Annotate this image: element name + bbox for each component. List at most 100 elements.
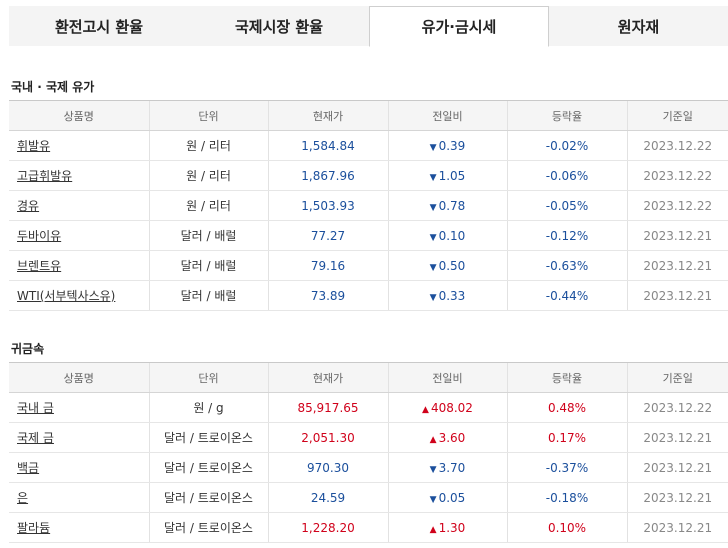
product-name-cell: 브렌트유 bbox=[9, 250, 149, 281]
product-link[interactable]: 팔라듐 bbox=[17, 521, 51, 535]
date-cell: 2023.12.21 bbox=[626, 422, 728, 453]
product-link[interactable]: 휘발유 bbox=[17, 139, 51, 153]
product-name-cell: WTI(서부텍사스유) bbox=[9, 280, 149, 311]
product-link[interactable]: 브렌트유 bbox=[17, 259, 62, 273]
date-cell: 2023.12.21 bbox=[626, 220, 728, 251]
table-row: 휘발유 원 / 리터 1,584.84 ▼ 0.39 -0.02% 2023.12.22 bbox=[9, 130, 728, 161]
rate-cell: -0.18% bbox=[506, 482, 627, 513]
unit-cell: 달러 / 트로이온스 bbox=[148, 512, 268, 543]
metal-section-title: 귀금속 bbox=[11, 342, 45, 356]
triangle-down-icon: ▼ bbox=[429, 464, 437, 475]
header-unit: 단위 bbox=[148, 362, 268, 393]
header-unit: 단위 bbox=[148, 100, 268, 131]
rate-cell: -0.44% bbox=[506, 280, 627, 311]
price-cell: 1,867.96 bbox=[267, 160, 388, 191]
change-value: 0.05 bbox=[438, 490, 466, 505]
rate-cell: -0.06% bbox=[506, 160, 627, 191]
header-price: 현재가 bbox=[267, 100, 388, 131]
product-link[interactable]: 국내 금 bbox=[17, 401, 54, 415]
triangle-down-icon: ▼ bbox=[429, 232, 437, 243]
unit-cell: 원 / g bbox=[148, 392, 268, 423]
product-link[interactable]: 은 bbox=[17, 491, 29, 505]
product-link[interactable]: 백금 bbox=[17, 461, 40, 475]
rate-cell: -0.63% bbox=[506, 250, 627, 281]
unit-cell: 달러 / 트로이온스 bbox=[148, 452, 268, 483]
header-change: 전일비 bbox=[387, 362, 507, 393]
triangle-up-icon: ▲ bbox=[422, 404, 429, 415]
rate-cell: 0.48% bbox=[506, 392, 627, 423]
product-link[interactable]: WTI(서부텍사스유) bbox=[17, 289, 116, 303]
change-cell: ▲ 3.60 bbox=[387, 422, 507, 453]
unit-cell: 원 / 리터 bbox=[148, 130, 268, 161]
change-cell: ▼ 0.05 bbox=[387, 482, 507, 513]
header-date: 기준일 bbox=[626, 100, 728, 131]
unit-cell: 원 / 리터 bbox=[148, 190, 268, 221]
change-cell: ▼ 3.70 bbox=[387, 452, 507, 483]
product-name-cell: 경유 bbox=[9, 190, 149, 221]
product-link[interactable]: 두바이유 bbox=[17, 229, 62, 243]
table-header-row: 상품명 단위 현재가 전일비 등락율 기준일 bbox=[9, 100, 728, 131]
unit-cell: 달러 / 트로이온스 bbox=[148, 482, 268, 513]
price-cell: 79.16 bbox=[267, 250, 388, 281]
table-row: 브렌트유 달러 / 배럴 79.16 ▼ 0.50 -0.63% 2023.12.21 bbox=[9, 250, 728, 281]
change-cell: ▼ 0.39 bbox=[387, 130, 507, 161]
rate-cell: -0.05% bbox=[506, 190, 627, 221]
change-cell: ▼ 0.78 bbox=[387, 190, 507, 221]
product-name-cell: 휘발유 bbox=[9, 130, 149, 161]
oil-section-title: 국내 · 국제 유가 bbox=[11, 80, 95, 94]
date-cell: 2023.12.22 bbox=[626, 392, 728, 423]
change-value: 0.39 bbox=[438, 138, 466, 153]
metal-price-table: 상품명 단위 현재가 전일비 등락율 기준일 국내 금 원 / g 85,917.6… bbox=[9, 362, 728, 543]
date-cell: 2023.12.22 bbox=[626, 190, 728, 221]
tab-bar: 환전고시 환율 국제시장 환율 유가·금시세 원자재 bbox=[9, 6, 728, 47]
oil-price-table: 상품명 단위 현재가 전일비 등락율 기준일 휘발유 원 / 리터 1,584.84… bbox=[9, 100, 728, 311]
change-value: 0.78 bbox=[438, 198, 466, 213]
rate-cell: -0.37% bbox=[506, 452, 627, 483]
tab-raw-materials[interactable]: 원자재 bbox=[549, 6, 728, 46]
product-link[interactable]: 국제 금 bbox=[17, 431, 54, 445]
change-cell: ▼ 0.33 bbox=[387, 280, 507, 311]
unit-cell: 원 / 리터 bbox=[148, 160, 268, 191]
date-cell: 2023.12.21 bbox=[626, 482, 728, 513]
date-cell: 2023.12.21 bbox=[626, 250, 728, 281]
price-cell: 2,051.30 bbox=[267, 422, 388, 453]
rate-cell: 0.10% bbox=[506, 512, 627, 543]
table-row: 경유 원 / 리터 1,503.93 ▼ 0.78 -0.05% 2023.12.22 bbox=[9, 190, 728, 221]
header-product: 상품명 bbox=[9, 362, 149, 393]
table-header-row: 상품명 단위 현재가 전일비 등락율 기준일 bbox=[9, 362, 728, 393]
date-cell: 2023.12.21 bbox=[626, 512, 728, 543]
triangle-down-icon: ▼ bbox=[429, 262, 437, 273]
triangle-down-icon: ▼ bbox=[429, 292, 437, 303]
change-value: 0.10 bbox=[438, 228, 466, 243]
unit-cell: 달러 / 배럴 bbox=[148, 250, 268, 281]
change-value: 1.30 bbox=[438, 520, 466, 535]
price-cell: 1,503.93 bbox=[267, 190, 388, 221]
header-change: 전일비 bbox=[387, 100, 507, 131]
price-cell: 1,584.84 bbox=[267, 130, 388, 161]
unit-cell: 달러 / 배럴 bbox=[148, 280, 268, 311]
header-price: 현재가 bbox=[267, 362, 388, 393]
product-link[interactable]: 경유 bbox=[17, 199, 40, 213]
tab-oil-gold[interactable]: 유가·금시세 bbox=[369, 6, 549, 47]
change-cell: ▼ 0.10 bbox=[387, 220, 507, 251]
product-name-cell: 백금 bbox=[9, 452, 149, 483]
triangle-down-icon: ▼ bbox=[429, 202, 437, 213]
date-cell: 2023.12.22 bbox=[626, 130, 728, 161]
product-name-cell: 국내 금 bbox=[9, 392, 149, 423]
change-cell: ▼ 1.05 bbox=[387, 160, 507, 191]
tab-exchange-notice[interactable]: 환전고시 환율 bbox=[9, 6, 189, 46]
price-cell: 77.27 bbox=[267, 220, 388, 251]
rate-cell: -0.12% bbox=[506, 220, 627, 251]
product-link[interactable]: 고급휘발유 bbox=[17, 169, 73, 183]
change-value: 3.70 bbox=[438, 460, 466, 475]
tab-intl-exchange[interactable]: 국제시장 환율 bbox=[189, 6, 369, 46]
change-value: 3.60 bbox=[438, 430, 466, 445]
header-rate: 등락율 bbox=[506, 362, 627, 393]
price-cell: 1,228.20 bbox=[267, 512, 388, 543]
product-name-cell: 고급휘발유 bbox=[9, 160, 149, 191]
triangle-up-icon: ▲ bbox=[429, 434, 437, 445]
change-value: 408.02 bbox=[430, 400, 473, 415]
product-name-cell: 국제 금 bbox=[9, 422, 149, 453]
unit-cell: 달러 / 배럴 bbox=[148, 220, 268, 251]
